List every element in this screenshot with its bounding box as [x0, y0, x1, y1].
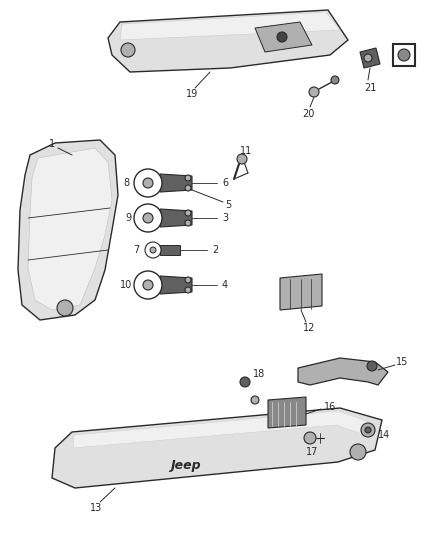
Circle shape: [121, 43, 135, 57]
Text: 12: 12: [303, 323, 315, 333]
Circle shape: [364, 54, 372, 62]
Polygon shape: [108, 10, 348, 72]
Circle shape: [350, 444, 366, 460]
Polygon shape: [160, 209, 192, 227]
Text: 8: 8: [123, 178, 129, 188]
Circle shape: [185, 287, 191, 293]
Polygon shape: [280, 274, 322, 310]
Circle shape: [361, 423, 375, 437]
Circle shape: [309, 87, 319, 97]
Text: 14: 14: [378, 430, 390, 440]
Text: 17: 17: [306, 447, 318, 457]
Text: 21: 21: [364, 83, 376, 93]
Circle shape: [367, 361, 377, 371]
Polygon shape: [360, 48, 380, 68]
Text: 16: 16: [324, 402, 336, 412]
Circle shape: [237, 154, 247, 164]
Polygon shape: [52, 408, 382, 488]
Text: 18: 18: [253, 369, 265, 379]
Circle shape: [251, 396, 259, 404]
Circle shape: [185, 185, 191, 191]
Polygon shape: [160, 276, 192, 294]
Polygon shape: [28, 148, 112, 310]
Polygon shape: [120, 12, 340, 40]
Polygon shape: [160, 174, 192, 192]
Polygon shape: [160, 245, 180, 255]
Circle shape: [240, 377, 250, 387]
Text: 7: 7: [133, 245, 139, 255]
Circle shape: [185, 175, 191, 181]
Text: 20: 20: [302, 109, 314, 119]
Circle shape: [134, 204, 162, 232]
Circle shape: [185, 220, 191, 226]
Circle shape: [365, 427, 371, 433]
Text: 19: 19: [186, 89, 198, 99]
Circle shape: [185, 277, 191, 283]
Text: 10: 10: [120, 280, 132, 290]
Circle shape: [277, 32, 287, 42]
Circle shape: [143, 280, 153, 290]
Circle shape: [398, 49, 410, 61]
Circle shape: [57, 300, 73, 316]
Polygon shape: [298, 358, 388, 385]
Circle shape: [150, 247, 156, 253]
Text: 1: 1: [49, 139, 55, 149]
Text: 3: 3: [222, 213, 228, 223]
Text: 5: 5: [225, 200, 231, 210]
Polygon shape: [18, 140, 118, 320]
Circle shape: [331, 76, 339, 84]
Circle shape: [143, 178, 153, 188]
Circle shape: [134, 169, 162, 197]
Text: 9: 9: [125, 213, 131, 223]
Polygon shape: [255, 22, 312, 52]
Polygon shape: [268, 397, 306, 428]
Polygon shape: [73, 411, 375, 448]
Bar: [393, 44, 415, 66]
Text: 6: 6: [222, 178, 228, 188]
Text: 4: 4: [222, 280, 228, 290]
Circle shape: [143, 213, 153, 223]
Text: 15: 15: [396, 357, 408, 367]
Text: 13: 13: [90, 503, 102, 513]
Circle shape: [304, 432, 316, 444]
Circle shape: [134, 271, 162, 299]
Circle shape: [145, 242, 161, 258]
Text: Jeep: Jeep: [170, 458, 200, 472]
Text: 2: 2: [212, 245, 218, 255]
Circle shape: [185, 210, 191, 216]
Text: 11: 11: [240, 146, 252, 156]
